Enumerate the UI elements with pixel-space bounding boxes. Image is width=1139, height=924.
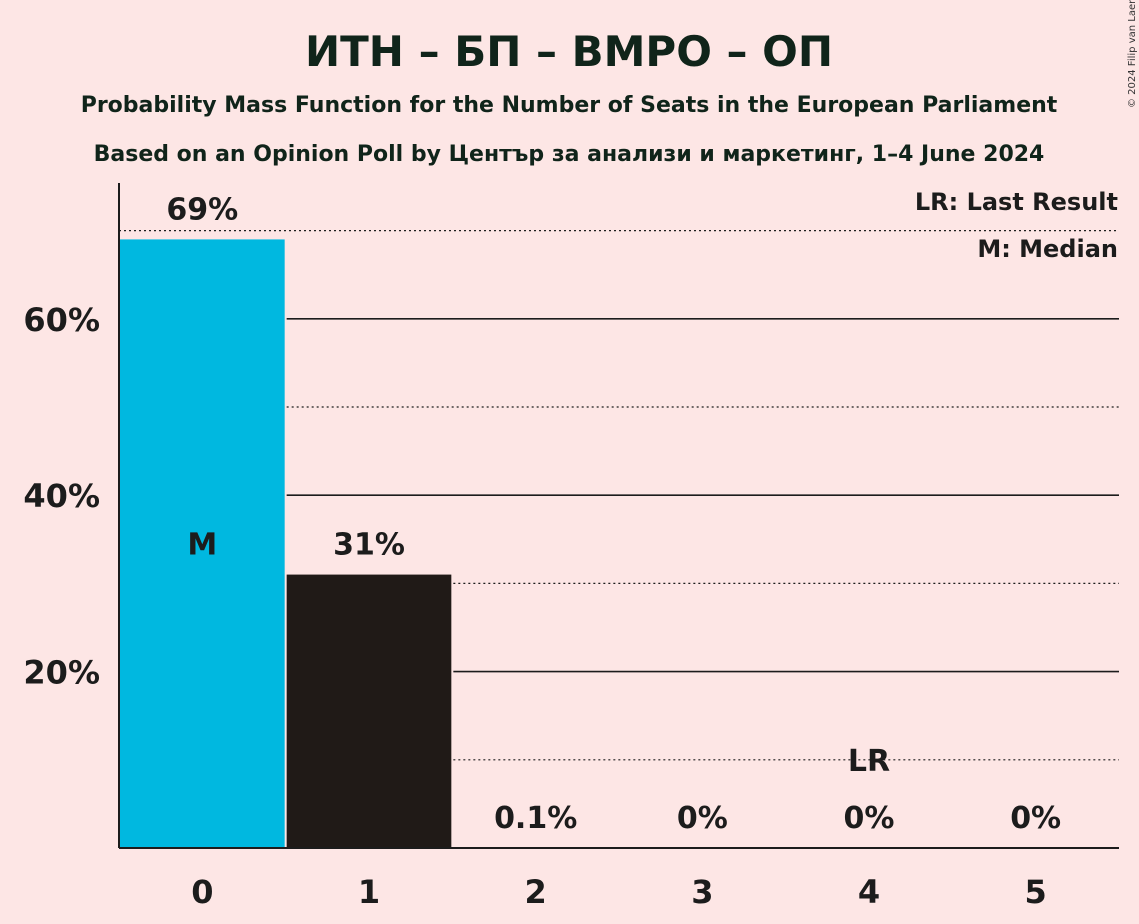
x-tick-label: 2 xyxy=(525,873,547,911)
legend-median: M: Median xyxy=(977,235,1118,263)
data-labels: 69% M 31% 0.1% 0% 0% LR 0% xyxy=(166,192,1061,836)
chart-subtitle-2: Based on an Opinion Poll by Център за ан… xyxy=(94,142,1045,167)
axes xyxy=(118,183,1119,849)
bar-value-label: 31% xyxy=(333,528,405,563)
bars xyxy=(120,239,618,849)
x-tick-label: 1 xyxy=(358,873,380,911)
y-tick-label: 20% xyxy=(23,654,100,692)
bar-value-label: 0% xyxy=(844,801,895,836)
tick-labels: 20% 40% 60% 0 1 2 3 4 5 xyxy=(23,301,1046,911)
bar-value-label: 0% xyxy=(1010,801,1061,836)
bar xyxy=(286,574,452,848)
gridlines xyxy=(119,230,1119,761)
bar xyxy=(120,239,285,849)
y-tick-label: 40% xyxy=(23,477,100,515)
chart-title: ИТН – БП – ВМРО – ОП xyxy=(305,27,833,76)
y-tick-label: 60% xyxy=(23,301,100,339)
bar-value-label: 0% xyxy=(677,801,728,836)
x-tick-label: 5 xyxy=(1025,873,1047,911)
bar-value-label: 69% xyxy=(166,192,238,227)
last-result-marker: LR xyxy=(848,744,890,779)
legend-last-result: LR: Last Result xyxy=(915,188,1118,216)
chart-subtitle-1: Probability Mass Function for the Number… xyxy=(81,93,1058,118)
x-tick-label: 3 xyxy=(691,873,713,911)
bar-value-label: 0.1% xyxy=(494,801,577,836)
copyright-notice: © 2024 Filip van Laenen xyxy=(1127,0,1138,108)
x-tick-label: 4 xyxy=(858,873,880,911)
x-tick-label: 0 xyxy=(191,873,213,911)
median-marker: M xyxy=(187,528,217,563)
